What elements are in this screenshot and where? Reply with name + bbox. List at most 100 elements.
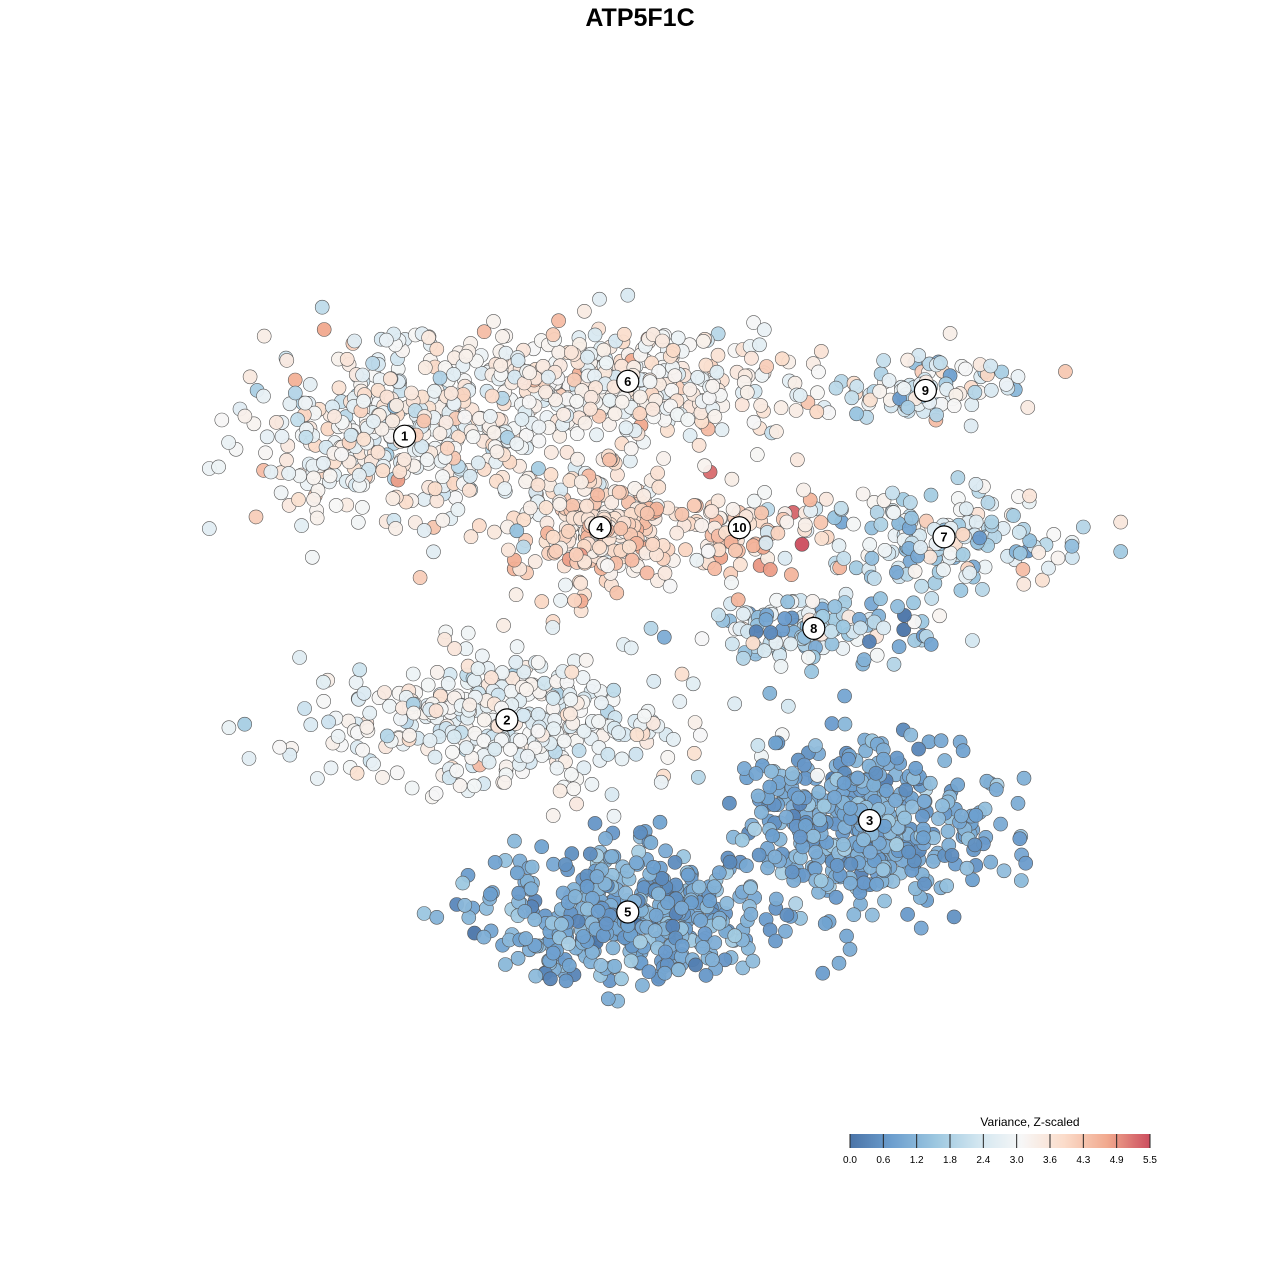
cell-point	[457, 409, 473, 425]
cell-point	[636, 708, 652, 724]
cell-point	[813, 344, 829, 359]
cell-point	[600, 747, 616, 762]
cell-point	[352, 662, 368, 678]
cell-point	[704, 952, 720, 968]
cell-point	[343, 427, 359, 443]
cell-point	[904, 799, 920, 815]
cell-point	[582, 846, 598, 862]
cell-point	[432, 426, 448, 441]
cell-point	[660, 750, 676, 765]
cell-point	[697, 458, 712, 474]
cell-point	[569, 426, 585, 442]
cell-point	[517, 904, 533, 919]
cell-point	[600, 991, 616, 1007]
cell-point	[745, 635, 761, 651]
cell-point	[567, 593, 582, 608]
cell-point	[429, 664, 445, 680]
cell-point	[814, 531, 830, 546]
cell-point	[759, 359, 774, 374]
cell-point	[524, 859, 540, 875]
cell-point	[724, 636, 740, 652]
cell-point	[813, 515, 829, 530]
cell-point	[600, 558, 615, 574]
cell-point	[875, 862, 891, 878]
cell-point	[470, 661, 486, 677]
cell-point	[779, 514, 795, 530]
cell-point	[975, 582, 990, 597]
cluster-label-badge	[913, 378, 938, 403]
cell-point	[816, 798, 832, 814]
cell-point	[607, 958, 622, 974]
cell-point	[828, 889, 844, 905]
cell-point	[691, 879, 707, 895]
cell-point	[248, 509, 264, 525]
cell-point	[933, 733, 949, 749]
cell-point	[279, 452, 294, 468]
cell-point	[762, 562, 778, 577]
legend-tick-label: 5.5	[1143, 1155, 1157, 1166]
cell-point	[516, 664, 532, 680]
cell-point	[520, 748, 535, 764]
cell-point	[279, 353, 295, 368]
cell-point	[522, 365, 537, 381]
cell-point	[350, 514, 366, 530]
cell-point	[579, 498, 595, 514]
cell-point	[831, 955, 847, 971]
cell-point	[551, 345, 567, 360]
cell-point	[323, 760, 339, 776]
cell-point	[599, 355, 614, 371]
cell-point	[476, 929, 492, 945]
cell-point	[643, 835, 659, 851]
cell-point	[831, 538, 847, 554]
cell-point	[552, 783, 568, 799]
cell-point	[575, 929, 591, 944]
cell-point	[1010, 795, 1026, 811]
cell-point	[455, 875, 471, 891]
cell-point	[735, 650, 751, 666]
cell-point	[405, 666, 421, 682]
cell-point	[443, 385, 459, 401]
data-points	[202, 287, 1128, 1009]
cell-point	[669, 525, 685, 541]
cell-point	[727, 928, 743, 944]
cell-point	[598, 916, 614, 932]
cluster-label-badge	[495, 708, 519, 732]
cell-point	[440, 676, 456, 691]
cell-point	[856, 832, 871, 848]
cell-point	[728, 543, 743, 558]
cell-point	[321, 714, 336, 730]
cell-point	[591, 714, 606, 729]
cell-point	[968, 514, 984, 530]
cell-point	[711, 915, 727, 931]
cell-point	[996, 863, 1012, 879]
cell-point	[577, 415, 593, 431]
cell-point	[735, 960, 751, 976]
cell-point	[942, 326, 958, 341]
cell-point	[946, 398, 962, 414]
cell-point	[642, 374, 658, 390]
cell-point	[641, 964, 657, 980]
cell-point	[459, 740, 474, 756]
cell-point	[656, 451, 671, 466]
cell-point	[710, 347, 726, 363]
cell-point	[567, 889, 583, 905]
cell-point	[602, 392, 618, 408]
cell-point	[953, 583, 969, 598]
cell-point	[768, 735, 783, 751]
cell-point	[687, 715, 703, 730]
cell-point	[606, 682, 622, 698]
cell-point	[447, 641, 462, 656]
cluster-label-text: 5	[624, 905, 631, 920]
cell-point	[396, 452, 412, 467]
cell-point	[509, 865, 525, 881]
cell-point	[549, 760, 565, 776]
cell-point	[862, 537, 878, 552]
cluster-label-4: 4	[588, 516, 612, 540]
cell-point	[509, 639, 525, 655]
cell-point	[417, 360, 433, 375]
cell-point	[273, 485, 289, 501]
cell-point	[420, 677, 436, 693]
cell-point	[639, 506, 655, 521]
cell-point	[287, 372, 303, 388]
cell-point	[836, 775, 852, 791]
